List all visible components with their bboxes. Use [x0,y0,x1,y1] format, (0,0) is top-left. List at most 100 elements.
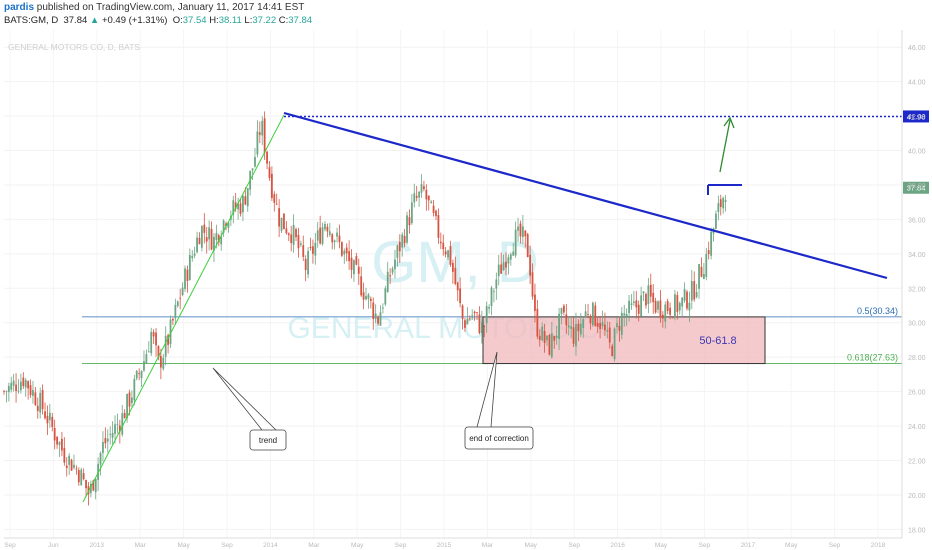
candle-body [104,437,107,444]
candle-body [15,384,17,391]
candle-body [280,217,283,231]
candle-body [529,254,532,276]
candle-body [106,438,109,442]
candle-body [642,291,645,294]
candle-body [669,307,671,315]
y-tick-label: 18.00 [908,527,926,534]
candle-body [131,397,133,404]
candle-body [309,246,312,249]
candle-body [150,331,153,354]
candle-body [676,295,679,312]
candle-body [690,281,693,301]
trend-callout[interactable]: trend [212,367,287,451]
candle-body [410,202,413,224]
candle-body [111,432,114,438]
candle-body [126,393,128,419]
candle-body [628,300,630,313]
candle-body [328,231,331,235]
open-value: 37.54 [182,15,207,26]
high-label: H: [209,15,219,26]
drawings[interactable]: 41.98 37.84 trend end of correction [82,110,929,503]
candle-body [215,232,218,240]
candle-body [324,223,326,230]
candle-body [456,282,459,291]
candle-body [374,313,377,319]
callout-box[interactable] [249,429,287,451]
candle-body [488,306,490,309]
trend-line[interactable] [82,114,285,503]
candle-body [596,322,599,327]
candle-body [579,323,582,335]
y-tick-label: 36.00 [908,217,926,224]
candle-body [121,413,124,435]
candle-body [208,227,211,240]
candle-body [686,291,688,309]
candle-body [565,314,568,326]
correction-callout[interactable]: end of correction [464,351,534,450]
candle-body [152,332,155,337]
candle-body [471,315,474,318]
candle-body [584,311,587,318]
price-chart[interactable]: GM, D GENERAL MOTORS CO GENERAL MOTORS C… [0,30,932,550]
candle-body [270,173,273,198]
x-tick-label: 2014 [263,542,278,549]
candle-body [536,308,539,337]
candle-body [44,411,46,419]
candle-body [447,250,449,258]
candle-body [34,392,37,406]
candle-body [70,459,73,471]
candle-body [302,245,305,257]
candle-body [715,213,717,229]
candle-body [32,389,34,396]
candle-body [273,194,276,203]
candle-body [611,345,614,356]
candle-body [531,272,534,297]
candle-body [464,320,466,328]
candle-body [478,314,481,333]
candle-body [222,220,225,233]
x-tick-label: Sep [699,542,711,549]
fib-level-label: 0.5(30.34) [857,306,898,316]
candle-body [439,241,442,244]
candle-body [297,234,300,249]
candle-body [444,251,447,255]
candle-body [437,215,440,238]
author-name[interactable]: pardis [4,2,35,13]
close-value: 37.84 [288,15,313,26]
target-arrow[interactable] [719,119,731,173]
candle-body [338,235,341,242]
target-arrow-head [723,116,735,129]
candle-body [319,227,322,244]
candle-body [517,226,519,231]
candle-body [220,236,223,245]
candle-body [485,306,488,324]
candle-body [321,227,324,244]
last-price: 37.84 [63,15,88,26]
candle-body [210,228,213,250]
candle-body [493,291,495,293]
candle-body [51,416,54,428]
publish-text: published on TradingView.com, January 11… [34,2,305,13]
candle-body [283,213,285,230]
candle-body [268,167,271,178]
callout-box[interactable] [464,426,534,450]
candle-body [652,292,655,303]
candle-body [550,333,553,357]
candle-body [582,319,585,328]
x-tick-label: May [785,542,798,549]
resistance-trendline[interactable] [283,111,888,280]
candle-body [186,269,189,282]
candle-body [707,250,710,255]
candle-body [89,483,92,494]
candle-body [80,469,83,486]
candle-body [39,392,42,413]
x-tick-label: Sep [395,542,407,549]
candle-body [348,251,351,262]
candle-body [48,412,51,421]
candle-body [657,301,659,310]
candle-body [22,377,25,387]
y-tick-label: 40.00 [908,149,926,156]
candle-body [606,329,609,332]
candle-body [476,312,478,314]
axes: 46.00 44.00 42.00 40.00 38.00 36.00 34.00 32.00… [4,30,926,549]
